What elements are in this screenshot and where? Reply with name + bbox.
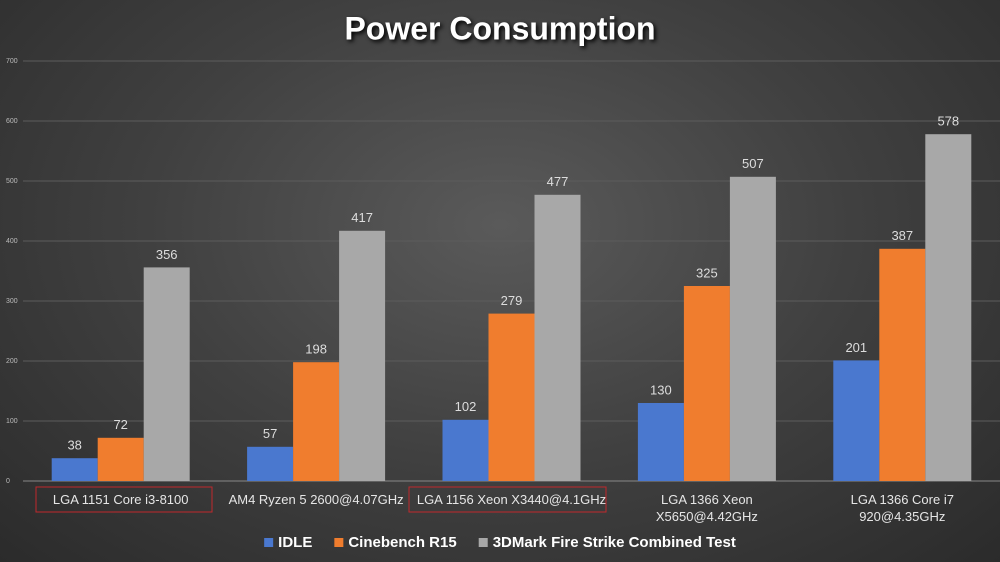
y-tick-label: 600 — [6, 118, 18, 125]
highlight-box — [408, 486, 607, 513]
y-tick-label: 300 — [6, 298, 18, 305]
bar — [879, 248, 926, 481]
bar — [339, 230, 386, 481]
chart-title: Power Consumption — [344, 10, 655, 46]
bar — [293, 362, 340, 481]
legend-label: Cinebench R15 — [348, 534, 456, 551]
bar — [729, 176, 776, 482]
value-label: 507 — [742, 156, 764, 171]
value-label: 102 — [455, 399, 477, 414]
bar — [143, 267, 190, 481]
value-label: 198 — [305, 342, 327, 357]
legend-swatch — [334, 538, 344, 547]
value-label: 279 — [501, 293, 523, 308]
value-label: 72 — [113, 417, 127, 432]
y-tick-label: 200 — [6, 358, 18, 365]
y-tick-label: 500 — [6, 178, 18, 185]
bar — [488, 313, 535, 481]
bar — [97, 437, 144, 481]
value-label: 417 — [351, 210, 373, 225]
bar — [51, 458, 98, 481]
legend-swatch — [478, 538, 488, 547]
value-label: 387 — [891, 228, 913, 243]
bar — [637, 403, 684, 481]
x-tick-label: LGA 1156 Xeon X3440@4.1GHz — [416, 492, 607, 507]
value-label: 356 — [156, 247, 178, 262]
bar — [534, 194, 581, 482]
x-tick-label: LGA 1151 Core i3-8100 — [52, 492, 189, 507]
y-tick-label: 700 — [6, 58, 18, 65]
value-label: 57 — [263, 426, 277, 441]
y-tick-label: 400 — [6, 238, 18, 245]
y-tick-label: 0 — [6, 478, 10, 485]
legend-label: IDLE — [278, 534, 312, 551]
value-label: 201 — [845, 340, 867, 355]
x-tick-label: AM4 Ryzen 5 2600@4.07GHz — [228, 492, 404, 507]
value-label: 325 — [696, 265, 718, 280]
y-tick-label: 100 — [6, 418, 18, 425]
value-label: 477 — [547, 174, 569, 189]
value-label: 38 — [67, 438, 81, 453]
value-label: 130 — [650, 382, 672, 397]
highlight-box — [35, 486, 213, 513]
bar — [247, 446, 294, 481]
value-label: 578 — [937, 114, 959, 129]
legend-label: 3DMark Fire Strike Combined Test — [493, 534, 736, 551]
x-tick-label: LGA 1366 Core i7 920@4.35GHz — [850, 492, 954, 524]
x-tick-label: LGA 1366 Xeon X5650@4.42GHz — [655, 492, 758, 524]
bar — [683, 286, 730, 481]
legend-swatch — [264, 538, 274, 547]
bar — [925, 134, 972, 481]
bar — [833, 360, 880, 481]
bar — [442, 419, 489, 481]
